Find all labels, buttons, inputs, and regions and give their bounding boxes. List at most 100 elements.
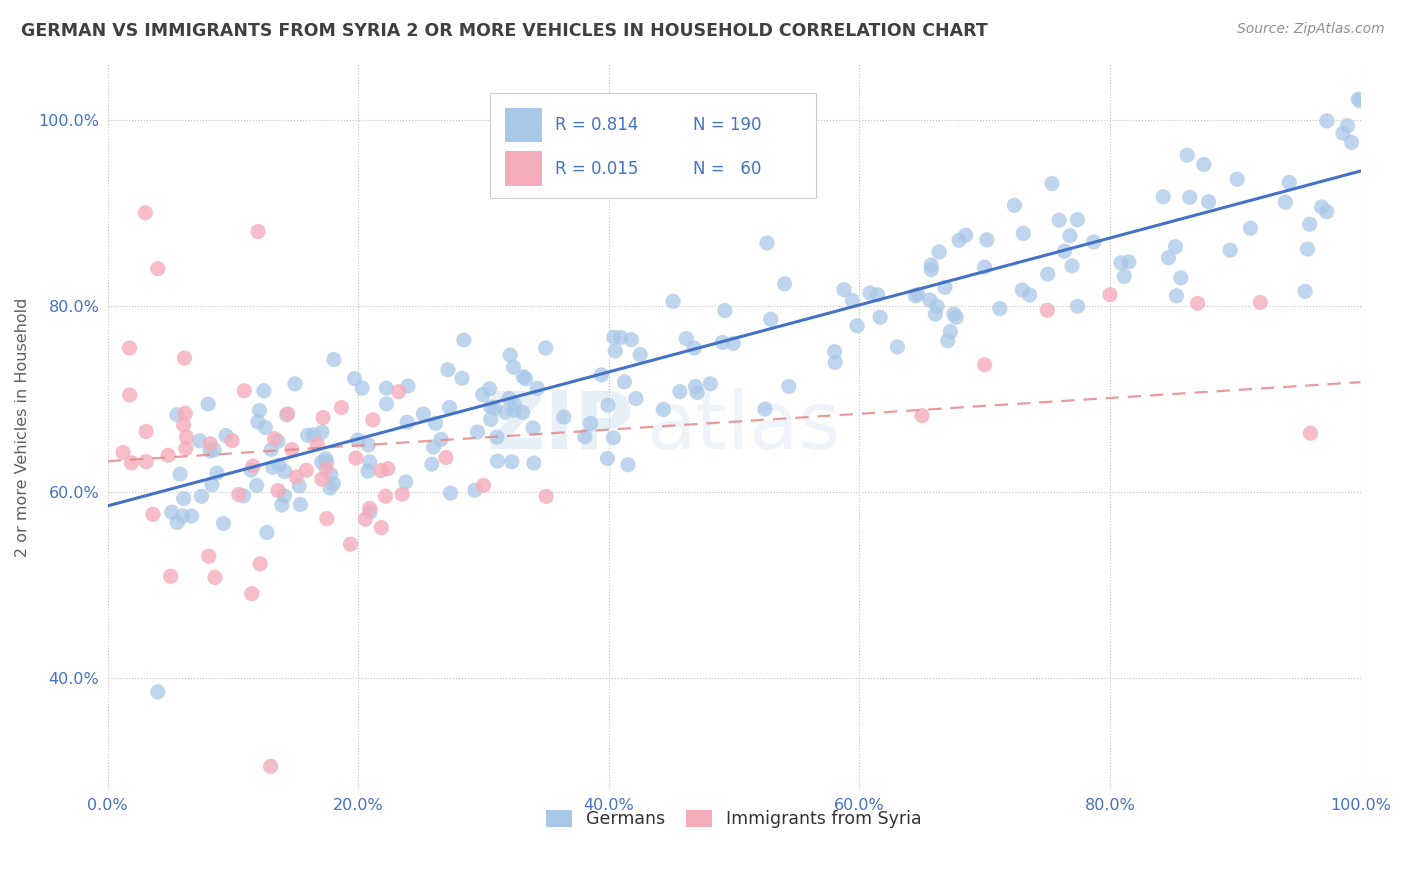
Point: [249, 403, 271, 417]
Point: [197, 549, 219, 564]
Point: [134, 206, 156, 220]
Point: [920, 262, 942, 277]
Point: [503, 398, 526, 412]
Point: [359, 501, 381, 516]
Point: [352, 381, 374, 395]
Point: [1066, 212, 1088, 227]
Point: [118, 341, 141, 355]
Point: [315, 461, 337, 475]
Point: [420, 457, 443, 471]
Point: [228, 487, 250, 501]
Text: N =   60: N = 60: [693, 160, 761, 178]
Text: GERMAN VS IMMIGRANTS FROM SYRIA 2 OR MORE VEHICLES IN HOUSEHOLD CORRELATION CHAR: GERMAN VS IMMIGRANTS FROM SYRIA 2 OR MOR…: [21, 22, 988, 40]
Point: [675, 332, 697, 346]
Point: [188, 434, 211, 448]
Point: [1157, 251, 1180, 265]
Point: [976, 233, 998, 247]
Point: [319, 467, 342, 482]
Point: [498, 392, 520, 406]
Point: [439, 401, 461, 415]
Point: [579, 417, 602, 431]
Point: [354, 512, 377, 526]
Point: [711, 335, 734, 350]
Point: [523, 456, 546, 470]
Point: [370, 464, 392, 478]
Point: [277, 407, 299, 421]
Point: [263, 432, 285, 446]
Point: [920, 258, 942, 272]
Point: [1098, 287, 1121, 301]
Point: [928, 244, 950, 259]
Point: [290, 498, 312, 512]
Point: [1310, 200, 1333, 214]
FancyBboxPatch shape: [489, 93, 815, 198]
Point: [311, 455, 333, 469]
Point: [866, 287, 889, 301]
Point: [377, 461, 399, 475]
Point: [1060, 259, 1083, 273]
Point: [502, 360, 524, 375]
Point: [276, 408, 298, 422]
Point: [302, 427, 325, 442]
Point: [190, 489, 212, 503]
Point: [1018, 288, 1040, 302]
Point: [1219, 243, 1241, 257]
Point: [288, 479, 311, 493]
Point: [322, 476, 344, 491]
Point: [343, 371, 366, 385]
Point: [118, 388, 141, 402]
Point: [512, 369, 534, 384]
Point: [173, 491, 195, 506]
Point: [973, 358, 995, 372]
Point: [242, 459, 264, 474]
Point: [1178, 190, 1201, 204]
Point: [1198, 194, 1220, 209]
Point: [451, 371, 474, 385]
Point: [499, 348, 522, 362]
Point: [315, 451, 337, 466]
FancyBboxPatch shape: [505, 108, 543, 143]
Point: [534, 489, 557, 503]
Point: [388, 384, 411, 399]
Point: [1164, 240, 1187, 254]
Point: [322, 352, 344, 367]
Point: [146, 261, 169, 276]
Point: [201, 477, 224, 491]
Point: [330, 401, 353, 415]
Point: [846, 318, 869, 333]
Point: [778, 379, 800, 393]
Point: [1316, 204, 1339, 219]
Point: [172, 508, 194, 523]
Point: [574, 430, 596, 444]
Point: [312, 410, 335, 425]
Point: [1347, 92, 1369, 106]
Point: [911, 409, 934, 423]
Point: [1109, 256, 1132, 270]
Point: [1239, 221, 1261, 235]
Point: [357, 464, 380, 478]
Point: [439, 486, 461, 500]
Point: [686, 385, 709, 400]
Point: [295, 463, 318, 477]
Point: [146, 685, 169, 699]
Point: [396, 415, 419, 429]
Point: [204, 570, 226, 584]
Point: [1083, 235, 1105, 249]
Point: [613, 375, 636, 389]
Point: [485, 430, 508, 444]
Point: [596, 451, 619, 466]
Text: Source: ZipAtlas.com: Source: ZipAtlas.com: [1237, 22, 1385, 37]
Text: ZIP: ZIP: [486, 388, 634, 466]
Point: [1249, 295, 1271, 310]
Point: [169, 467, 191, 481]
Point: [267, 483, 290, 498]
Point: [553, 410, 575, 425]
Point: [319, 481, 342, 495]
Point: [1348, 94, 1371, 108]
Point: [723, 336, 745, 351]
Point: [1002, 198, 1025, 212]
Point: [267, 434, 290, 449]
Point: [602, 431, 624, 445]
Point: [479, 400, 502, 414]
Point: [212, 516, 235, 531]
